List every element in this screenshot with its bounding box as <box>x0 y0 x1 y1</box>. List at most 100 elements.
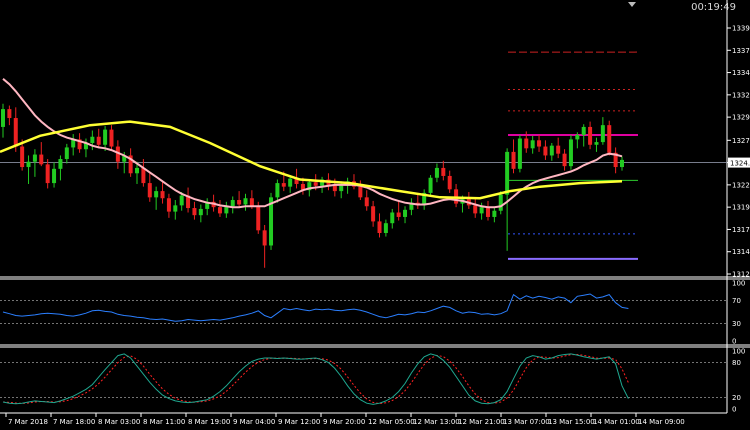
ma-slow-line <box>0 120 623 200</box>
time-tick-label: 12 Mar 05:00 <box>368 418 415 426</box>
candle-body <box>39 154 44 165</box>
candle-body <box>90 136 95 143</box>
candle-body <box>186 195 191 209</box>
candle-body <box>7 109 12 119</box>
candle-body <box>339 185 344 192</box>
candle-body <box>237 200 242 205</box>
price-tick-label: 1337.4 <box>732 47 750 55</box>
candle-body <box>517 138 522 169</box>
candle-body <box>83 142 88 150</box>
candle-body <box>307 182 312 191</box>
time-tick-label: 7 Mar 18:00 <box>53 418 95 426</box>
candle-body <box>26 161 31 168</box>
candle-body <box>281 183 286 187</box>
candle-body <box>109 129 114 147</box>
candlestick-series <box>1 103 624 268</box>
candle-body <box>594 142 599 145</box>
candle-body <box>64 147 69 160</box>
price-tick-label: 1329.9 <box>732 114 750 122</box>
server-clock: 00:19:49 <box>691 2 736 13</box>
candle-body <box>409 202 414 210</box>
candle-body <box>371 206 376 222</box>
candle-body <box>600 125 605 143</box>
candle-body <box>115 146 120 162</box>
candle-body <box>179 195 184 206</box>
candle-body <box>300 183 305 191</box>
candle-body <box>32 154 37 162</box>
stoch-tick-label: 0 <box>732 406 736 414</box>
candle-body <box>422 192 427 206</box>
candle-body <box>249 198 254 207</box>
time-tick-label: 14 Mar 01:00 <box>593 418 640 426</box>
time-tick-label: 7 Mar 2018 <box>8 418 48 426</box>
candle-body <box>141 167 146 184</box>
candle-body <box>549 145 554 156</box>
candle-body <box>224 206 229 214</box>
candle-body <box>485 207 490 217</box>
price-tick-label: 1314.8 <box>732 248 750 256</box>
candle-body <box>269 197 274 246</box>
time-tick-label: 8 Mar 03:00 <box>98 418 140 426</box>
candle-body <box>243 198 248 205</box>
time-tick-label: 13 Mar 15:00 <box>548 418 595 426</box>
candle-body <box>128 155 133 174</box>
candle-body <box>230 200 235 207</box>
current-price-tag <box>728 157 750 168</box>
candle-body <box>320 179 325 186</box>
price-tick-label: 1317.3 <box>732 226 750 234</box>
candle-body <box>364 197 369 207</box>
price-tick-label: 1322.3 <box>732 181 750 189</box>
main-price-axis: 1339.9 1337.4 1334.9 1332.4 1329.9 1327.3 1324… <box>0 25 750 279</box>
time-tick-label: 9 Mar 12:00 <box>278 418 320 426</box>
price-tick-label: 1327.3 <box>732 137 750 145</box>
time-tick-label: 12 Mar 13:00 <box>413 418 460 426</box>
candle-body <box>588 126 593 145</box>
candle-body <box>447 175 452 190</box>
ma-fast-line <box>2 78 623 209</box>
candle-body <box>288 178 293 187</box>
candle-body <box>524 138 529 149</box>
candle-body <box>492 210 497 217</box>
candle-body <box>383 223 388 233</box>
candle-body <box>77 139 82 150</box>
candle-body <box>160 191 165 199</box>
candle-body <box>581 126 586 135</box>
candle-body <box>613 152 618 168</box>
candle-body <box>575 134 580 140</box>
chart-shift-marker-icon[interactable] <box>628 2 636 7</box>
current-price-label: 1324.8 <box>730 160 750 168</box>
candle-body <box>58 159 63 169</box>
time-tick-label: 14 Mar 09:00 <box>638 418 685 426</box>
candle-body <box>562 153 567 167</box>
candle-body <box>217 207 222 214</box>
candle-body <box>96 136 101 145</box>
candle-body <box>147 183 152 198</box>
candle-body <box>498 194 503 211</box>
rsi-tick-label: 100 <box>732 280 745 288</box>
rsi-tick-label: 0 <box>732 338 736 346</box>
candle-body <box>396 212 401 217</box>
stoch-tick-label: 80 <box>732 359 741 367</box>
horizontal-levels <box>508 51 638 260</box>
candle-body <box>154 191 159 198</box>
candle-body <box>13 118 18 147</box>
candle-body <box>173 205 178 212</box>
candle-body <box>52 168 57 184</box>
candle-body <box>543 146 548 156</box>
candle-body <box>479 207 484 214</box>
candle-body <box>313 182 318 186</box>
time-tick-label: 8 Mar 11:00 <box>143 418 185 426</box>
candle-body <box>1 109 5 127</box>
panel-dividers <box>0 0 750 414</box>
time-tick-label: 13 Mar 07:00 <box>503 418 550 426</box>
time-tick-label: 9 Mar 04:00 <box>233 418 275 426</box>
candle-body <box>377 221 382 233</box>
candle-body <box>198 208 203 216</box>
candle-body <box>607 125 612 153</box>
candle-body <box>256 206 261 231</box>
time-axis: 7 Mar 2018 7 Mar 18:00 8 Mar 03:00 8 Mar 11… <box>5 413 685 426</box>
rsi-indicator-panel: 100 70 30 0 <box>0 280 745 346</box>
candle-body <box>294 178 299 184</box>
stoch-main-line <box>2 353 629 405</box>
